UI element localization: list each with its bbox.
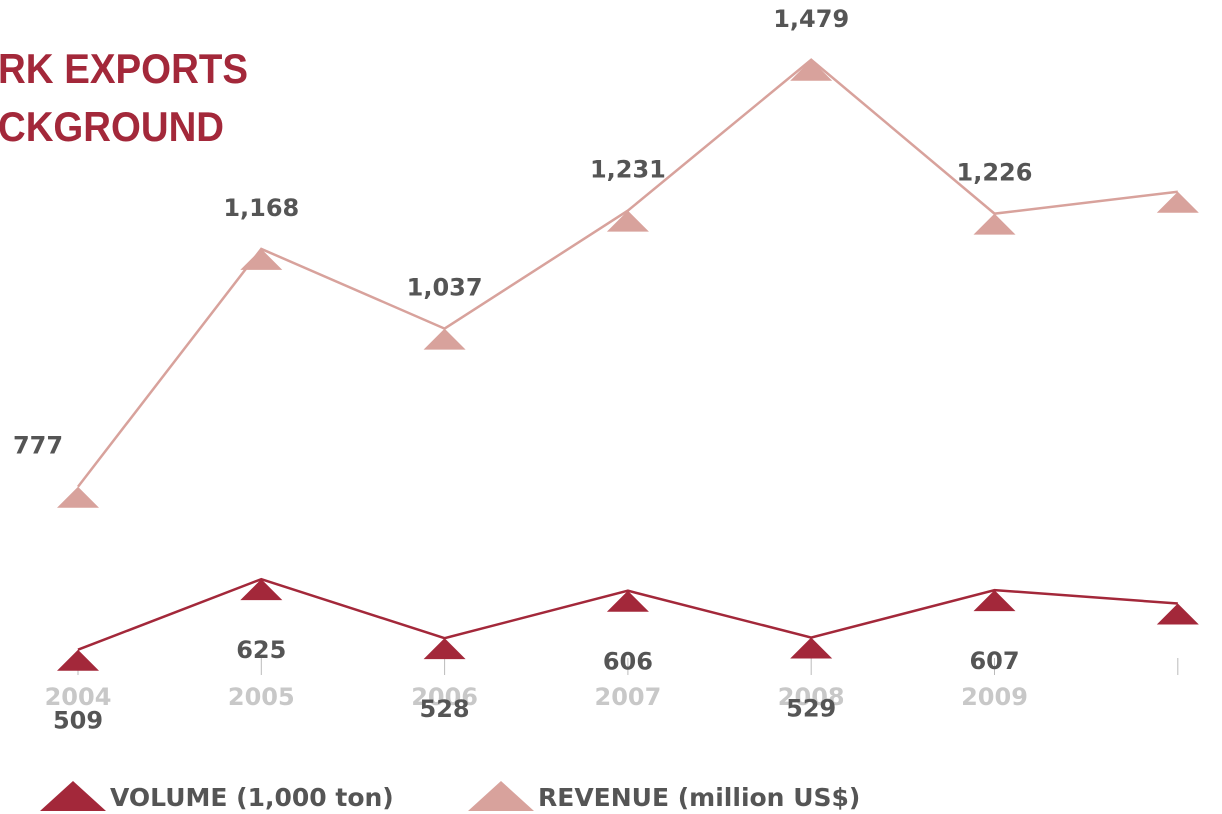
legend-label: VOLUME (1,000 ton) (110, 783, 394, 812)
point-marker (1156, 191, 1199, 213)
x-tick-label: 2005 (228, 683, 295, 711)
point-marker (423, 638, 466, 660)
chart-title: CKGROUND (0, 103, 224, 150)
x-tick-label: 2004 (45, 683, 112, 711)
point-marker (240, 579, 283, 601)
x-tick-label: 2008 (778, 683, 845, 711)
point-marker (606, 210, 649, 232)
point-marker (57, 649, 99, 671)
point-marker (973, 213, 1016, 235)
point-marker (790, 637, 833, 659)
point-marker (1156, 603, 1199, 625)
point-marker (240, 248, 283, 270)
data-label: 509 (53, 707, 103, 735)
point-marker (973, 590, 1016, 612)
data-label: 528 (420, 695, 470, 723)
series-line (77, 58, 1178, 488)
data-label: 777 (13, 432, 63, 460)
data-label: 1,231 (590, 156, 666, 184)
point-marker (606, 590, 649, 612)
legend-marker (468, 781, 534, 811)
data-label: 607 (969, 647, 1019, 675)
chart-title: RK EXPORTS (0, 45, 248, 92)
point-marker (790, 59, 833, 81)
data-label: 625 (236, 636, 286, 664)
data-label: 606 (603, 648, 653, 676)
legend-marker (40, 781, 106, 811)
x-tick-label: 2006 (411, 683, 478, 711)
data-label: 1,168 (223, 194, 299, 222)
point-marker (423, 328, 466, 350)
x-tick-label: 2007 (595, 683, 662, 711)
data-label: 1,226 (957, 159, 1033, 187)
data-label: 529 (786, 695, 836, 723)
data-label: 1,037 (407, 274, 483, 302)
x-tick-label: 2009 (961, 683, 1028, 711)
legend-label: REVENUE (million US$) (538, 783, 860, 812)
data-label: 1,479 (773, 5, 849, 33)
point-marker (57, 486, 99, 508)
